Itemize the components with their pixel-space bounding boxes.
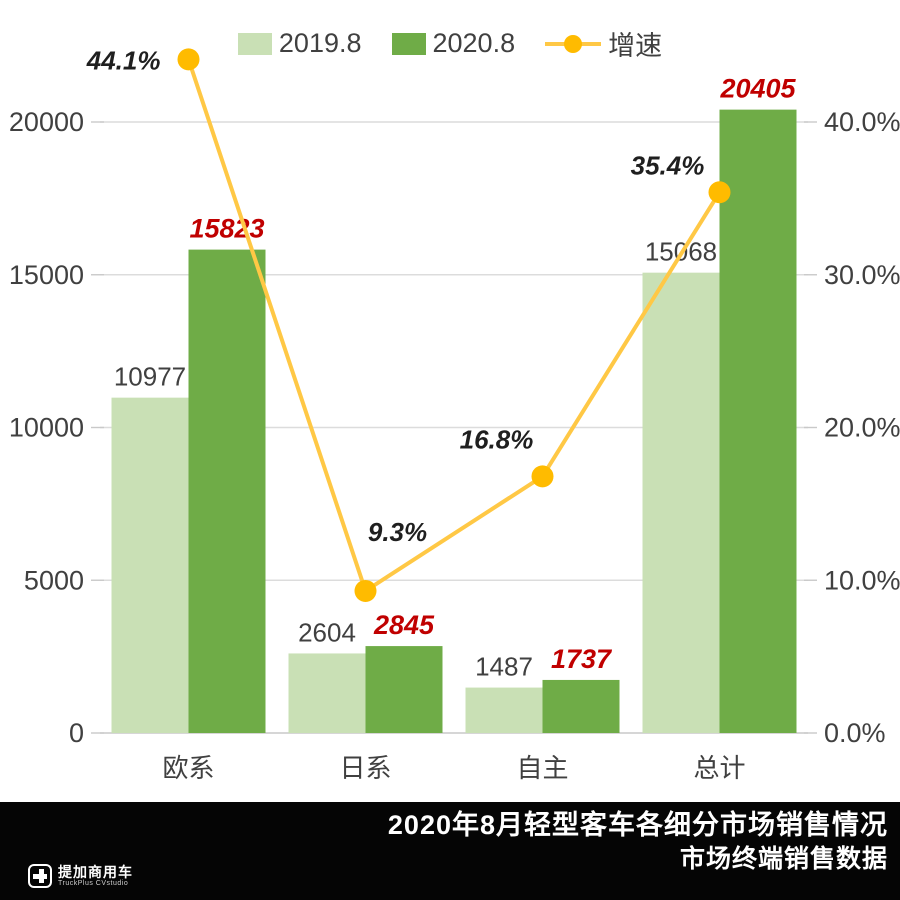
bar-value-2019: 1487 bbox=[475, 652, 533, 682]
left-axis-tick-label: 0 bbox=[69, 718, 84, 748]
chart-legend: 2019.8 2020.8 增速 bbox=[0, 24, 900, 63]
left-axis-tick-label: 5000 bbox=[24, 565, 84, 595]
category-label: 日系 bbox=[339, 753, 391, 783]
bar-value-2020: 1737 bbox=[551, 644, 613, 674]
right-axis-tick-label: 0.0% bbox=[824, 718, 886, 748]
growth-point-label: 35.4% bbox=[631, 150, 705, 180]
right-axis-tick-label: 20.0% bbox=[824, 413, 900, 443]
footer-titles: 2020年8月轻型客车各细分市场销售情况 市场终端销售数据 bbox=[388, 808, 888, 875]
chart-title: 2020年8月轻型客车各细分市场销售情况 bbox=[387, 810, 888, 840]
bar-2019-日系 bbox=[288, 653, 366, 733]
right-axis-tick-label: 30.0% bbox=[824, 260, 900, 290]
brand-subname: TruckPlus CVstudio bbox=[58, 879, 129, 887]
category-label: 自主 bbox=[516, 753, 568, 783]
footer-bar: 2020年8月轻型客车各细分市场销售情况 市场终端销售数据 提加商用车 Truc… bbox=[0, 802, 900, 900]
legend-item-growth: 增速 bbox=[545, 24, 662, 63]
category-label: 总计 bbox=[693, 753, 745, 783]
bar-value-2020: 20405 bbox=[719, 74, 796, 104]
legend-label-2020: 2020.8 bbox=[432, 28, 516, 58]
left-axis-tick-label: 15000 bbox=[9, 260, 84, 290]
truckplus-logo-icon bbox=[28, 864, 52, 888]
growth-point bbox=[354, 579, 377, 602]
legend-item-2020: 2020.8 bbox=[391, 28, 516, 59]
growth-point bbox=[531, 465, 554, 488]
legend-label-2019: 2019.8 bbox=[278, 28, 362, 58]
bar-2020-自主 bbox=[542, 679, 620, 733]
combo-chart: 0 0.0% 5000 10.0% 10000 20.0% 15000 30.0% 20000 4… bbox=[9, 45, 900, 783]
legend-swatch-2019-icon bbox=[237, 32, 272, 55]
category-label: 欧系 bbox=[162, 753, 214, 783]
growth-point-label: 16.8% bbox=[460, 424, 534, 454]
growth-point bbox=[708, 181, 731, 204]
legend-swatch-2020-icon bbox=[391, 32, 426, 55]
chart-area: 0 0.0% 5000 10.0% 10000 20.0% 15000 30.0% 20000 4… bbox=[0, 24, 900, 783]
left-axis-tick-label: 20000 bbox=[9, 107, 84, 137]
bar-value-2020: 15823 bbox=[189, 214, 264, 244]
chart-subtitle: 市场终端销售数据 bbox=[679, 844, 888, 873]
bar-2020-欧系 bbox=[188, 249, 266, 733]
bar-2020-日系 bbox=[365, 646, 443, 733]
growth-point-label: 44.1% bbox=[86, 45, 161, 75]
growth-point bbox=[177, 48, 200, 71]
bar-2019-欧系 bbox=[111, 397, 189, 733]
growth-point-label: 9.3% bbox=[368, 517, 427, 547]
growth-line bbox=[186, 58, 722, 595]
brand-name: 提加商用车 bbox=[58, 863, 133, 880]
legend-label-growth: 增速 bbox=[608, 31, 663, 61]
right-axis-tick-label: 40.0% bbox=[824, 107, 900, 137]
bar-2019-自主 bbox=[465, 687, 543, 733]
legend-line-dot-icon bbox=[545, 33, 602, 55]
legend-item-2019: 2019.8 bbox=[237, 28, 362, 59]
bar-value-2020: 2845 bbox=[373, 610, 435, 640]
bar-2019-总计 bbox=[642, 272, 720, 733]
left-axis-tick-label: 10000 bbox=[9, 413, 84, 443]
bar-value-2019: 2604 bbox=[298, 617, 356, 647]
brand-logo: 提加商用车 TruckPlus CVstudio bbox=[28, 864, 133, 888]
bar-value-2019: 10977 bbox=[114, 362, 186, 392]
right-axis-tick-label: 10.0% bbox=[824, 565, 900, 595]
bar-2020-总计 bbox=[719, 109, 797, 733]
